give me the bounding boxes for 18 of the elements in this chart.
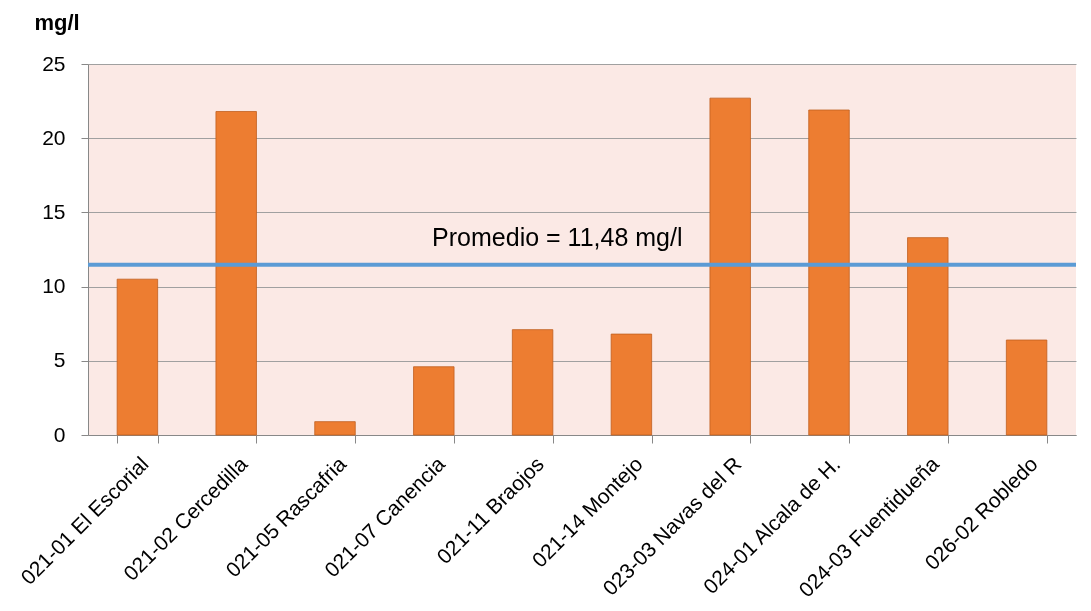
bar: [314, 421, 356, 436]
y-tick-label: 10: [42, 274, 66, 298]
y-tick-label: 25: [42, 51, 66, 75]
bar: [116, 278, 159, 436]
y-tick-label: 5: [53, 348, 66, 372]
ref-line-label: Promedio = 11,48 mg/l: [432, 222, 683, 251]
bar: [808, 109, 850, 436]
y-tick-label: 15: [42, 199, 66, 223]
bar: [907, 237, 949, 436]
bar: [511, 329, 554, 436]
bar: [1005, 339, 1048, 436]
y-tick-label: 0: [53, 422, 66, 446]
y-tick-label: 20: [42, 125, 66, 149]
bar: [610, 333, 653, 436]
bar: [413, 366, 455, 436]
bar: [215, 111, 257, 436]
bar: [709, 97, 751, 436]
y-axis-title: mg/l: [34, 9, 80, 35]
